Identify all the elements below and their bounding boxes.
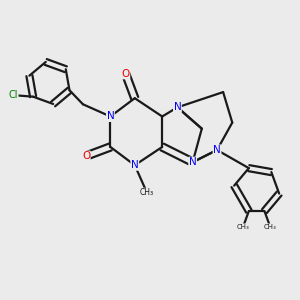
Text: CH₃: CH₃	[140, 188, 154, 197]
Text: CH₃: CH₃	[237, 224, 250, 230]
Text: CH₃: CH₃	[264, 224, 277, 230]
Text: N: N	[173, 102, 181, 112]
Text: Cl: Cl	[9, 90, 18, 100]
Text: N: N	[189, 157, 196, 167]
Text: N: N	[213, 145, 221, 155]
Text: N: N	[106, 112, 114, 122]
Text: O: O	[82, 151, 90, 161]
Text: O: O	[122, 69, 130, 79]
Text: N: N	[131, 160, 139, 170]
